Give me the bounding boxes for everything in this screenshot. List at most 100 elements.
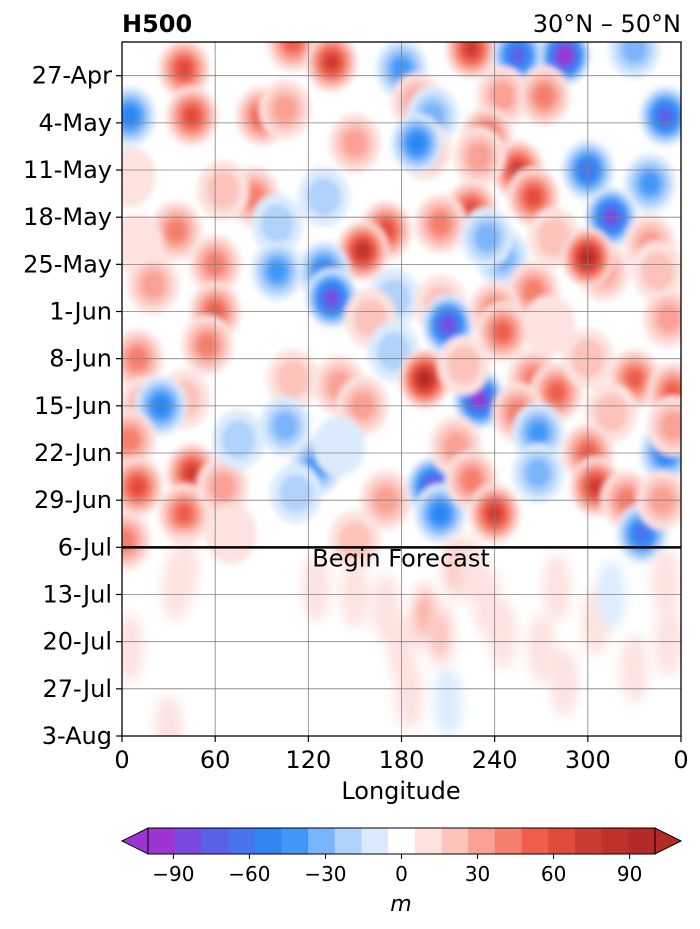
anomaly-feature [620,634,649,703]
y-tick-label: 13-Jul [43,581,113,609]
x-axis-label: Longitude [341,777,460,805]
anomaly-feature [204,503,257,564]
anomaly-feature [122,456,164,517]
anomaly-contour [302,553,331,622]
colorbar-over-triangle [654,827,683,855]
anomaly-contour [523,294,576,355]
anomaly-contour [474,393,484,405]
x-tick-label: 300 [565,746,611,774]
anomaly-feature [639,86,681,147]
colorbar-segment [174,828,202,854]
anomaly-contour [176,504,193,523]
anomaly-feature [122,146,156,207]
anomaly-feature [434,668,463,736]
anomaly-contour [272,411,298,441]
anomaly-contour [122,614,144,683]
anomaly-contour [267,259,288,283]
anomaly-contour [122,106,138,126]
anomaly-contour [244,185,264,209]
anomaly-feature [122,614,144,683]
x-tick-label: 60 [200,746,231,774]
anomaly-contour [357,244,368,257]
anomaly-feature [395,661,424,730]
anomaly-contour [659,109,672,124]
colorbar-tick-label: −90 [152,862,194,886]
anomaly-contour [430,212,451,236]
anomaly-contour [641,251,675,291]
anomaly-feature [181,315,234,376]
anomaly-contour [656,304,681,333]
anomaly-contour [626,369,643,389]
anomaly-contour [446,346,481,385]
anomaly-contour [408,133,426,153]
anomaly-contour [432,504,449,523]
anomaly-feature [518,65,571,126]
colorbar-tick-label: 60 [541,862,566,886]
anomaly-feature [488,600,517,669]
y-tick-label: 15-Jun [34,392,112,420]
anomaly-feature [170,533,199,602]
anomaly-contour [197,333,218,357]
colorbar-segment [574,828,603,854]
colorbar-tick-label: −30 [304,862,346,886]
anomaly-contour [434,668,463,736]
anomaly-contour [279,474,313,513]
anomaly-contour [313,416,366,477]
anomaly-contour [130,478,145,495]
anomaly-feature [453,126,506,187]
anomaly-contour [635,525,650,542]
y-tick-label: 20-Jul [43,628,113,656]
anomaly-feature [158,483,211,544]
anomaly-contour [442,318,454,332]
anomaly-contour [488,600,517,669]
begin-forecast-label: Begin Forecast [312,544,490,572]
anomaly-contour [177,61,192,77]
anomaly-contour [640,172,660,195]
anomaly-contour [466,142,492,171]
anomaly-feature [623,153,676,214]
anomaly-feature [608,42,661,79]
anomaly-contour [122,428,140,451]
x-tick-label: 180 [379,746,425,774]
x-axis: 0 60 120 180 240 300 0 [114,736,689,774]
colorbar-segment [521,828,549,854]
anomaly-contour [377,332,411,372]
anomaly-feature [523,294,576,355]
anomaly-contour [342,128,368,158]
anomaly-feature [542,553,571,622]
y-tick-label: 4-May [38,109,112,137]
anomaly-contour [206,170,240,210]
forecast-anomaly-field [122,533,681,736]
anomaly-feature [305,268,358,329]
anomaly-contour [260,204,294,244]
anomaly-feature [328,113,381,174]
anomaly-contour [511,48,524,63]
anomaly-feature [158,42,211,99]
anomaly-contour [210,472,236,501]
anomaly-contour [528,421,548,445]
anomaly-contour [589,479,602,494]
y-tick-label: 27-Apr [32,62,112,90]
anomaly-feature [550,648,579,717]
colorbar-segment [601,828,629,854]
colorbar-segment [254,828,282,854]
chart-title-left: H500 [122,10,192,38]
anomaly-contour [534,84,555,108]
colorbar-segment [334,828,362,854]
anomaly-contour [122,146,156,207]
y-tick-label: 6-Jul [58,533,112,561]
y-tick-label: 27-Jul [43,675,113,703]
anomaly-feature [414,193,467,254]
anomaly-contour [660,411,681,441]
y-tick-label: 11-May [23,156,112,184]
colorbar-segment [148,828,176,854]
y-tick-label: 3-Aug [42,722,112,750]
colorbar-label: m [390,892,411,917]
anomaly-feature [426,600,455,669]
anomaly-feature [259,79,312,140]
anomaly-feature [269,463,322,524]
anomaly-feature [445,42,498,79]
x-tick-label: 0 [114,746,129,774]
colorbar-tick-label: 0 [395,862,408,886]
